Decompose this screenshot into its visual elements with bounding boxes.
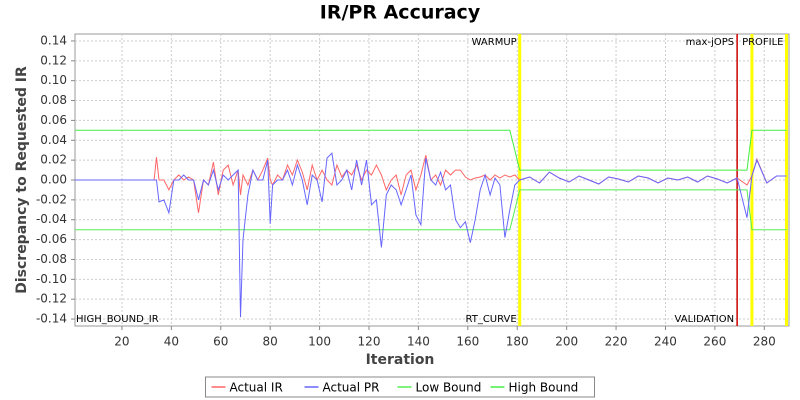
legend-label: High Bound bbox=[509, 381, 579, 395]
x-tick-label: 220 bbox=[605, 335, 628, 349]
annotation: VALIDATION bbox=[675, 314, 735, 325]
y-tick-label: -0.04 bbox=[36, 212, 67, 226]
chart-title: IR/PR Accuracy bbox=[320, 2, 481, 24]
x-tick-label: 160 bbox=[456, 335, 479, 349]
x-tick-label: 120 bbox=[358, 335, 381, 349]
x-tick-label: 200 bbox=[555, 335, 578, 349]
annotation: HIGH_BOUND_IR bbox=[76, 314, 159, 325]
legend-label: Actual PR bbox=[323, 381, 380, 395]
y-tick-label: 0.08 bbox=[40, 93, 67, 107]
y-tick-label: 0.00 bbox=[40, 173, 67, 187]
x-tick-label: 60 bbox=[213, 335, 228, 349]
x-axis-label: Iteration bbox=[366, 352, 435, 368]
marker-label: WARMUP bbox=[472, 37, 517, 48]
y-tick-label: -0.10 bbox=[36, 272, 67, 286]
y-tick-label: -0.08 bbox=[36, 252, 67, 266]
y-tick-label: 0.06 bbox=[40, 113, 67, 127]
series-line bbox=[75, 189, 787, 231]
y-tick-label: 0.02 bbox=[40, 153, 67, 167]
x-tick-label: 40 bbox=[164, 335, 179, 349]
marker-label: PROFILE bbox=[742, 37, 783, 48]
x-tick-label: 260 bbox=[703, 335, 726, 349]
x-tick-label: 100 bbox=[308, 335, 331, 349]
marker-label: max-jOPS bbox=[686, 37, 734, 48]
y-tick-label: -0.14 bbox=[36, 312, 67, 326]
x-tick-label: 80 bbox=[263, 335, 278, 349]
legend: Actual IR Actual PR Low Bound High Bound bbox=[205, 376, 595, 398]
y-axis-label: Discrepancy to Requested IR bbox=[14, 66, 30, 294]
x-tick-label: 20 bbox=[114, 335, 129, 349]
x-tick-label: 280 bbox=[753, 335, 776, 349]
y-tick-label: 0.10 bbox=[40, 73, 67, 87]
series-line bbox=[75, 152, 787, 318]
annotation: RT_CURVE bbox=[466, 314, 517, 325]
x-tick-label: 240 bbox=[654, 335, 677, 349]
x-tick-label: 140 bbox=[407, 335, 430, 349]
y-tick-label: 0.14 bbox=[40, 33, 67, 47]
y-tick-label: -0.02 bbox=[36, 192, 67, 206]
y-tick-label: -0.12 bbox=[36, 292, 67, 306]
y-tick-label: 0.04 bbox=[40, 133, 67, 147]
x-tick-label: 180 bbox=[506, 335, 529, 349]
y-tick-label: 0.12 bbox=[40, 53, 67, 67]
y-tick-label: -0.06 bbox=[36, 232, 67, 246]
series-line bbox=[75, 129, 787, 171]
legend-label: Low Bound bbox=[416, 381, 482, 395]
legend-label: Actual IR bbox=[230, 381, 283, 395]
